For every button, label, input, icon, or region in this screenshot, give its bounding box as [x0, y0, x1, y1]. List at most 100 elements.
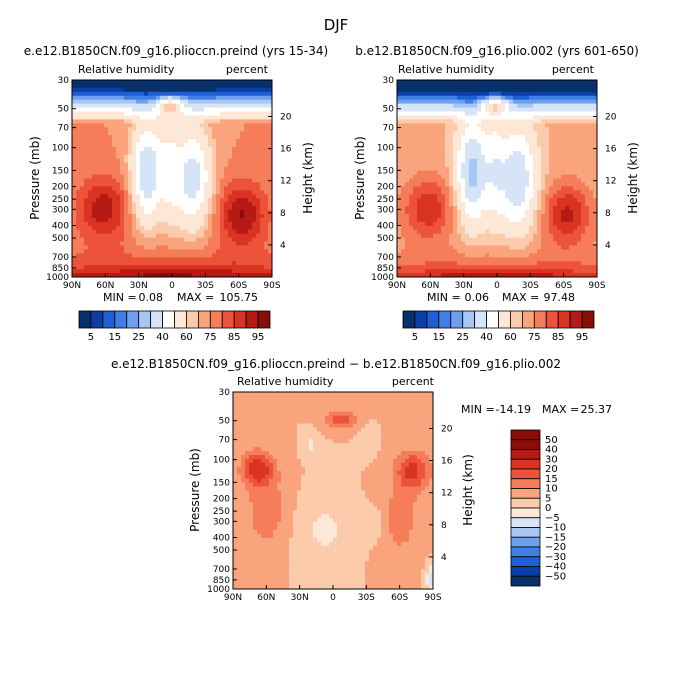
contour-cell — [244, 261, 248, 265]
contour-cell — [481, 131, 485, 135]
colorbar-box — [91, 311, 103, 328]
contour-cell — [144, 249, 148, 253]
contour-cell — [437, 100, 441, 104]
contour-cell — [112, 257, 116, 261]
contour-cell — [401, 269, 405, 273]
contour-cell — [260, 261, 264, 265]
contour-cell — [104, 179, 108, 183]
contour-cell — [589, 96, 593, 100]
contour-cell — [489, 147, 493, 151]
contour-cell — [473, 119, 477, 123]
contour-cell — [176, 234, 180, 238]
contour-cell — [533, 92, 537, 96]
contour-cell — [156, 119, 160, 123]
contour-cell — [248, 226, 252, 230]
contour-cell — [208, 96, 212, 100]
contour-cell — [156, 190, 160, 194]
contour-cell — [120, 234, 124, 238]
contour-cell — [228, 167, 232, 171]
contour-cell — [485, 222, 489, 226]
contour-cell — [260, 175, 264, 179]
contour-cell — [252, 119, 256, 123]
contour-cell — [132, 214, 136, 218]
contour-cell — [589, 257, 593, 261]
contour-cell — [561, 257, 565, 261]
contour-cell — [397, 100, 401, 104]
contour-cell — [417, 194, 421, 198]
contour-cell — [497, 92, 501, 96]
contour-cell — [128, 139, 132, 143]
contour-cell — [92, 147, 96, 151]
contour-cell — [80, 123, 84, 127]
contour-cell — [541, 139, 545, 143]
contour-cell — [581, 123, 585, 127]
contour-cell — [260, 265, 264, 269]
contour-cell — [433, 92, 437, 96]
contour-cell — [264, 112, 268, 116]
contour-cell — [136, 88, 140, 92]
contour-cell — [405, 151, 409, 155]
contour-cell — [485, 139, 489, 143]
contour-cell — [537, 88, 541, 92]
contour-cell — [188, 242, 192, 246]
contour-cell — [585, 175, 589, 179]
contour-cell — [108, 167, 112, 171]
contour-cell — [72, 135, 76, 139]
contour-cell — [264, 127, 268, 131]
contour-cell — [445, 115, 449, 119]
contour-cell — [405, 257, 409, 261]
contour-cell — [248, 179, 252, 183]
contour-cell — [585, 100, 589, 104]
contour-cell — [421, 257, 425, 261]
contour-cell — [180, 194, 184, 198]
contour-cell — [252, 147, 256, 151]
contour-cell — [541, 175, 545, 179]
contour-cell — [132, 92, 136, 96]
contour-cell — [92, 159, 96, 163]
contour-cell — [168, 265, 172, 269]
contour-cell — [449, 222, 453, 226]
contour-cell — [212, 222, 216, 226]
contour-cell — [501, 135, 505, 139]
contour-cell — [417, 151, 421, 155]
contour-cell — [557, 265, 561, 269]
contour-cell — [469, 163, 473, 167]
contour-cell — [537, 104, 541, 108]
contour-cell — [164, 135, 168, 139]
contour-cell — [172, 190, 176, 194]
contour-cell — [421, 80, 425, 84]
contour-cell — [425, 155, 429, 159]
contour-cell — [537, 265, 541, 269]
contour-cell — [453, 182, 457, 186]
contour-cell — [112, 198, 116, 202]
contour-cell — [477, 84, 481, 88]
contour-cell — [457, 88, 461, 92]
contour-cell — [437, 265, 441, 269]
contour-cell — [581, 226, 585, 230]
contour-cell — [88, 186, 92, 190]
contour-cell — [244, 84, 248, 88]
contour-cell — [144, 163, 148, 167]
panel-1-max-value: 105.75 — [220, 291, 259, 304]
contour-cell — [557, 92, 561, 96]
contour-cell — [160, 214, 164, 218]
contour-cell — [252, 175, 256, 179]
contour-cell — [136, 167, 140, 171]
contour-cell — [581, 112, 585, 116]
contour-cell — [96, 226, 100, 230]
contour-cell — [104, 269, 108, 273]
contour-cell — [505, 198, 509, 202]
contour-cell — [232, 80, 236, 84]
contour-cell — [589, 131, 593, 135]
contour-cell — [573, 100, 577, 104]
contour-cell — [164, 119, 168, 123]
contour-cell — [397, 230, 401, 234]
contour-cell — [533, 226, 537, 230]
contour-cell — [549, 194, 553, 198]
contour-cell — [449, 143, 453, 147]
contour-cell — [108, 253, 112, 257]
contour-cell — [136, 143, 140, 147]
contour-cell — [457, 143, 461, 147]
contour-cell — [216, 218, 220, 222]
contour-cell — [477, 104, 481, 108]
